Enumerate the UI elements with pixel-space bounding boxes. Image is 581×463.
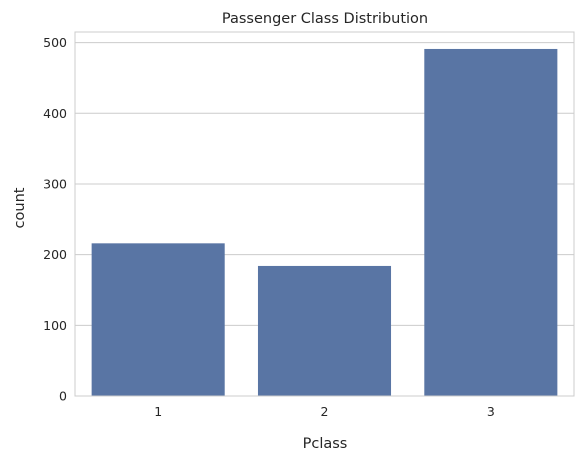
y-tick-label: 100 bbox=[43, 318, 67, 333]
x-tick-labels: 1 2 3 bbox=[154, 404, 495, 419]
bar-3 bbox=[424, 48, 558, 397]
y-axis-label: count bbox=[12, 187, 28, 228]
x-axis-label: Pclass bbox=[303, 436, 348, 452]
x-tick-label: 2 bbox=[321, 404, 329, 419]
plot-frame bbox=[74, 31, 575, 397]
bars bbox=[91, 48, 558, 397]
x-tick-label: 3 bbox=[487, 404, 495, 419]
y-tick-label: 400 bbox=[43, 106, 67, 121]
y-tick-label: 0 bbox=[59, 389, 67, 404]
y-tick-label: 200 bbox=[43, 247, 67, 262]
bar-1 bbox=[91, 243, 225, 396]
bar-2 bbox=[257, 265, 392, 396]
y-tick-labels: 0 100 200 300 400 500 bbox=[43, 35, 67, 403]
chart-title: Passenger Class Distribution bbox=[222, 11, 428, 27]
y-tick-label: 300 bbox=[43, 176, 67, 191]
x-tick-label: 1 bbox=[154, 404, 162, 419]
y-tick-label: 500 bbox=[43, 35, 67, 50]
